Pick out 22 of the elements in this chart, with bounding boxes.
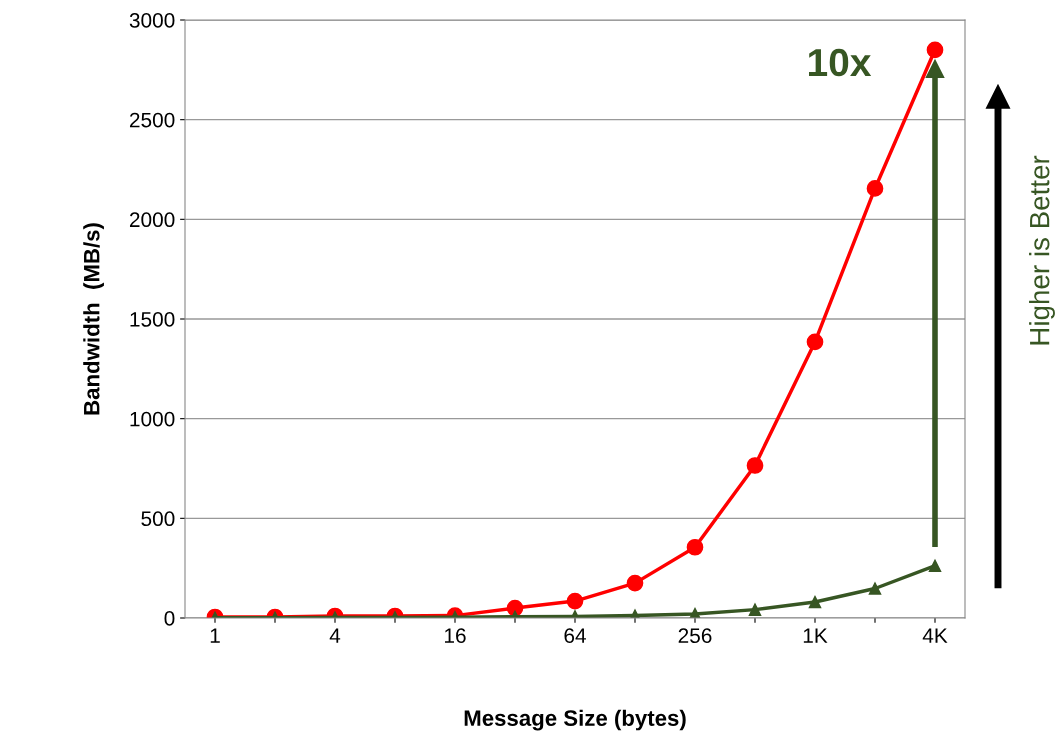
y-tick-label: 0 [164, 611, 175, 626]
x-tick-label: 4K [922, 628, 948, 643]
y-tick-label: 3000 [129, 13, 175, 28]
point [866, 180, 884, 197]
x-tick-label: 16 [445, 628, 466, 644]
y-tick-label: 1000 [130, 411, 175, 427]
y-tick-label: 2500 [129, 112, 175, 128]
point [806, 333, 824, 351]
y-tick-label: 1500 [130, 312, 175, 327]
x-axis-title: Message Size (bytes) [464, 709, 686, 731]
point [746, 457, 764, 474]
text: Higher is Better [1029, 155, 1055, 345]
x-tick-label: 64 [564, 628, 586, 644]
y-tick-label: 500 [141, 511, 175, 527]
x-tick-label: 4 [329, 628, 341, 643]
y-axis-title: Bandwidth (MB/s) [83, 223, 104, 415]
annotation: 10x [809, 48, 872, 77]
x-tick-label: 256 [678, 628, 712, 644]
x-tick-label: 1K [803, 628, 828, 643]
point [926, 41, 944, 59]
y-tick-label: 2000 [129, 212, 175, 228]
x-tick-label: 1 [210, 628, 220, 643]
